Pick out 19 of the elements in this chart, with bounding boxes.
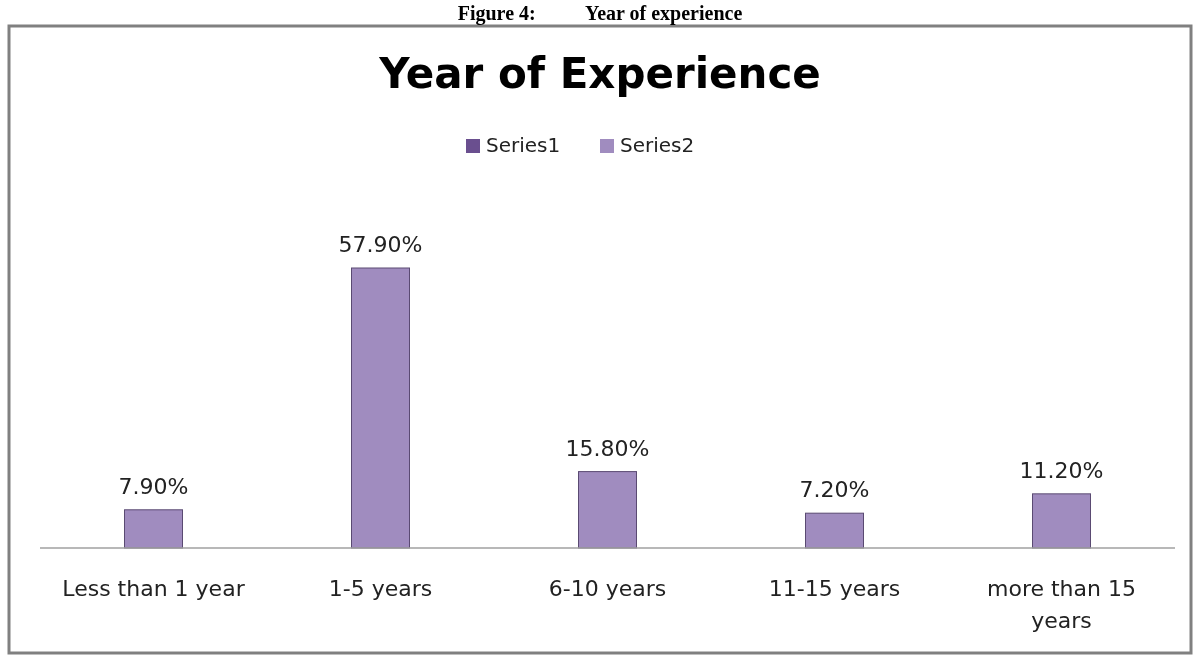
chart-title: Year of Experience — [378, 49, 821, 98]
data-label: 15.80% — [565, 435, 650, 461]
x-tick-label: 1-5 years — [328, 576, 433, 601]
data-label: 7.90% — [118, 473, 189, 499]
caption: Figure 4: Year of experience — [457, 2, 743, 25]
bar — [578, 471, 637, 549]
x-tick-label: 11-15 years — [768, 576, 901, 601]
legend-label: Series2 — [620, 133, 695, 157]
bar — [1032, 493, 1091, 549]
bar — [124, 509, 183, 549]
data-label: 7.20% — [799, 477, 870, 503]
bar — [805, 512, 864, 549]
bar — [351, 267, 410, 549]
x-tick-label: Less than 1 year — [62, 576, 246, 601]
x-tick-label: 6-10 years — [548, 576, 667, 601]
data-label: 11.20% — [1019, 457, 1104, 483]
legend-label: Series1 — [486, 133, 561, 157]
data-label: 57.90% — [338, 232, 423, 257]
x-tick-label: more than 15 years — [987, 576, 1136, 633]
